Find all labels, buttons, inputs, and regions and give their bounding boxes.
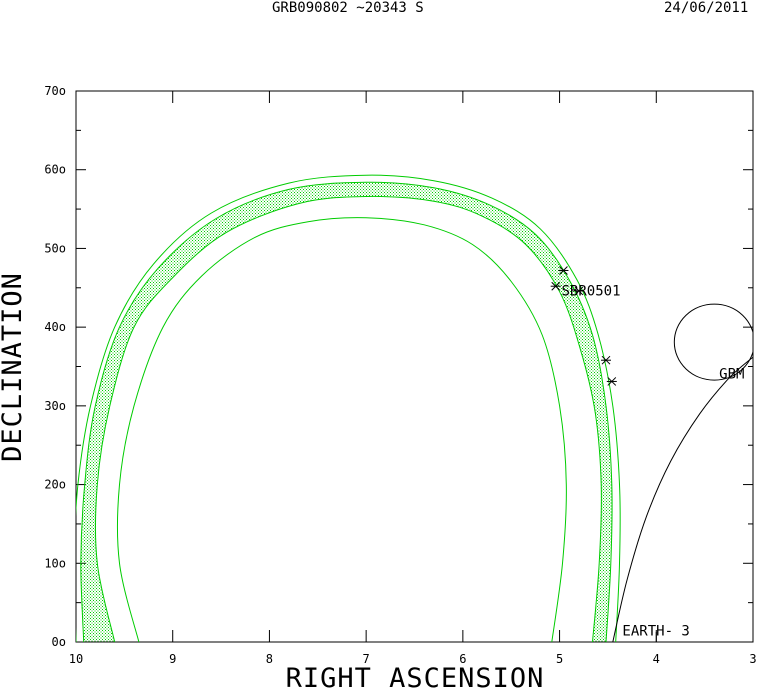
annulus-inner-bound (116, 217, 567, 642)
y-tick-label: 40o (44, 320, 66, 334)
earth-limb-curve (612, 356, 753, 642)
annulus-outer-bound (76, 174, 621, 642)
star-marker-1 (550, 281, 561, 291)
star-marker-3 (600, 355, 611, 365)
annulus-band-outer (80, 181, 613, 642)
y-tick-label: 70o (44, 84, 66, 98)
x-tick-label: 8 (266, 652, 273, 666)
header-date: 24/06/2011 (664, 0, 748, 16)
star-stroke (551, 281, 561, 291)
annotation-sbr0501: SBR0501 (562, 284, 621, 300)
star-stroke (574, 286, 584, 296)
star-marker-0 (558, 266, 569, 275)
x-tick-label: 10 (69, 652, 83, 666)
x-tick-label: 9 (169, 652, 176, 666)
annotation-gbm: GBM (719, 366, 744, 382)
y-tick-label: 10o (44, 556, 66, 570)
star-marker-4 (606, 377, 617, 386)
x-tick-label: 6 (459, 652, 466, 666)
y-tick-label: 30o (44, 399, 66, 413)
y-tick-label: 60o (44, 163, 66, 177)
y-tick-label: 20o (44, 478, 66, 492)
y-tick-labels: 0o 10o 20o 30o 40o 50o 60o 70o (44, 84, 66, 649)
star-marker-2 (573, 286, 584, 296)
annulus-band-inner (94, 195, 602, 642)
y-tick-label: 0o (52, 635, 66, 649)
star-stroke (559, 266, 568, 275)
x-tick-label: 7 (363, 652, 370, 666)
x-tick-label: 5 (556, 652, 563, 666)
x-tick-label: 4 (653, 652, 660, 666)
y-tick-label: 50o (44, 241, 66, 255)
gbm-error-circle (673, 303, 753, 381)
x-axis-label: RIGHT ASCENSION (286, 663, 545, 690)
markers (550, 266, 617, 386)
annotation-earth: EARTH- 3 (622, 624, 689, 640)
star-stroke (601, 355, 611, 365)
axis-ticks (75, 90, 754, 643)
star-stroke (607, 377, 617, 386)
x-tick-labels: 10 9 8 7 6 5 4 3 (69, 652, 757, 666)
header-title: GRB090802 ~20343 S (272, 0, 424, 16)
y-axis-label: DECLINATION (0, 272, 28, 462)
x-tick-label: 3 (749, 652, 756, 666)
plot-frame (75, 90, 754, 643)
